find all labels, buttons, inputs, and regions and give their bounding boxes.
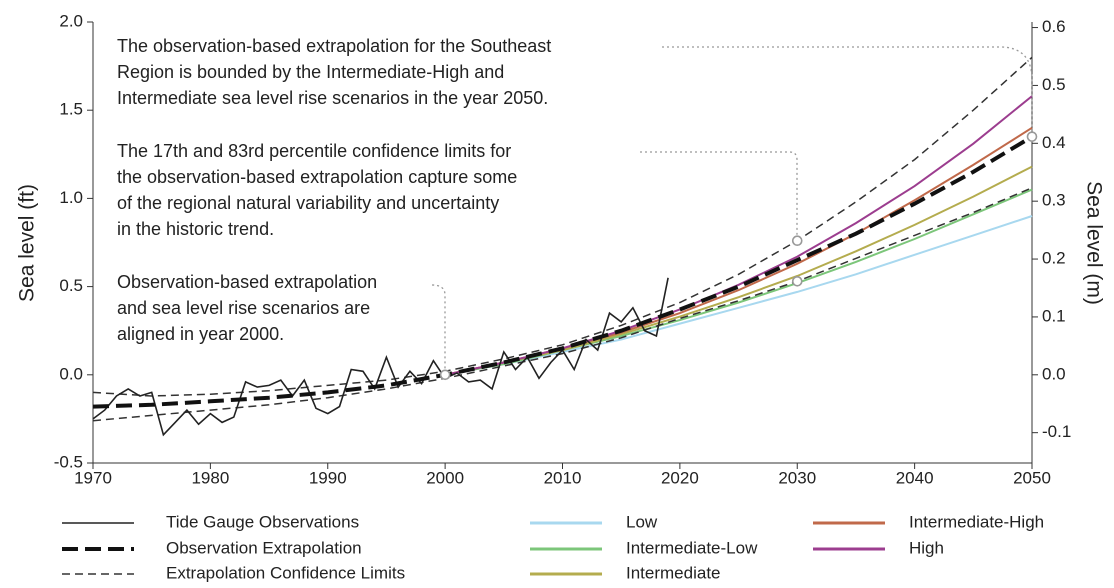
series-line <box>92 277 669 437</box>
annotation-text: aligned in year 2000. <box>117 324 284 344</box>
annotation-marker <box>439 369 451 381</box>
y2-tick-label: 0.4 <box>1042 133 1066 152</box>
x-tick-label: 1980 <box>191 468 229 487</box>
annotation-leader <box>640 151 798 235</box>
legend-label: Observation Extrapolation <box>166 538 362 557</box>
legend-label: Extrapolation Confidence Limits <box>166 563 405 582</box>
annotation-leader <box>662 46 1033 131</box>
y2-tick-label: 0.2 <box>1042 249 1066 268</box>
legend-label: Tide Gauge Observations <box>166 512 359 531</box>
y-tick-label: 1.5 <box>59 100 83 119</box>
series-line <box>444 95 1033 376</box>
series-line <box>444 215 1033 376</box>
x-tick-label: 2050 <box>1013 468 1051 487</box>
annotation-text: Region is bounded by the Intermediate-Hi… <box>117 62 504 82</box>
x-tick-label: 2040 <box>896 468 934 487</box>
legend-label: Intermediate-Low <box>626 538 758 557</box>
y-tick-label: 2.0 <box>59 11 83 30</box>
annotation-text: of the regional natural variability and … <box>117 193 499 213</box>
series-line <box>444 165 1033 376</box>
series-line <box>92 134 1034 409</box>
x-tick-label: 1970 <box>74 468 112 487</box>
annotation-text: The observation-based extrapolation for … <box>117 36 551 56</box>
annotation-text: The 17th and 83rd percentile confidence … <box>117 141 511 161</box>
y-tick-label: 0.0 <box>59 364 83 383</box>
annotation-text: Observation-based extrapolation <box>117 272 377 292</box>
legend-label: High <box>909 538 944 557</box>
y2-tick-label: 0.3 <box>1042 191 1066 210</box>
y-tick-label: 1.0 <box>59 188 83 207</box>
annotation-text: in the historic trend. <box>117 219 274 239</box>
legend-label: Intermediate <box>626 563 721 582</box>
confidence-limit-lower <box>92 187 1033 422</box>
series-line <box>444 188 1033 376</box>
legend-label: Intermediate-High <box>909 512 1044 531</box>
y2-tick-label: -0.1 <box>1042 422 1071 441</box>
y-axis-label: Sea level (ft) <box>16 184 39 302</box>
y2-axis-label: Sea level (m) <box>1082 181 1105 305</box>
annotation-text: Intermediate sea level rise scenarios in… <box>117 88 548 108</box>
annotation-text: the observation-based extrapolation capt… <box>117 167 517 187</box>
confidence-limit-upper <box>92 56 1033 397</box>
annotation-leader <box>431 284 446 369</box>
annotation-marker <box>791 235 803 247</box>
y2-tick-label: 0.1 <box>1042 306 1066 325</box>
x-tick-label: 1990 <box>309 468 347 487</box>
legend-label: Low <box>626 512 658 531</box>
y2-tick-label: 0.0 <box>1042 364 1066 383</box>
y-tick-label: -0.5 <box>54 452 83 471</box>
x-tick-label: 2000 <box>426 468 464 487</box>
annotation-marker <box>1026 131 1038 142</box>
y2-tick-label: 0.6 <box>1042 17 1066 36</box>
y2-tick-label: 0.5 <box>1042 75 1066 94</box>
annotation-marker <box>791 276 803 287</box>
x-tick-label: 2020 <box>661 468 699 487</box>
x-tick-label: 2030 <box>778 468 816 487</box>
annotation-text: and sea level rise scenarios are <box>117 298 370 318</box>
y-tick-label: 0.5 <box>59 276 83 295</box>
x-tick-label: 2010 <box>544 468 582 487</box>
